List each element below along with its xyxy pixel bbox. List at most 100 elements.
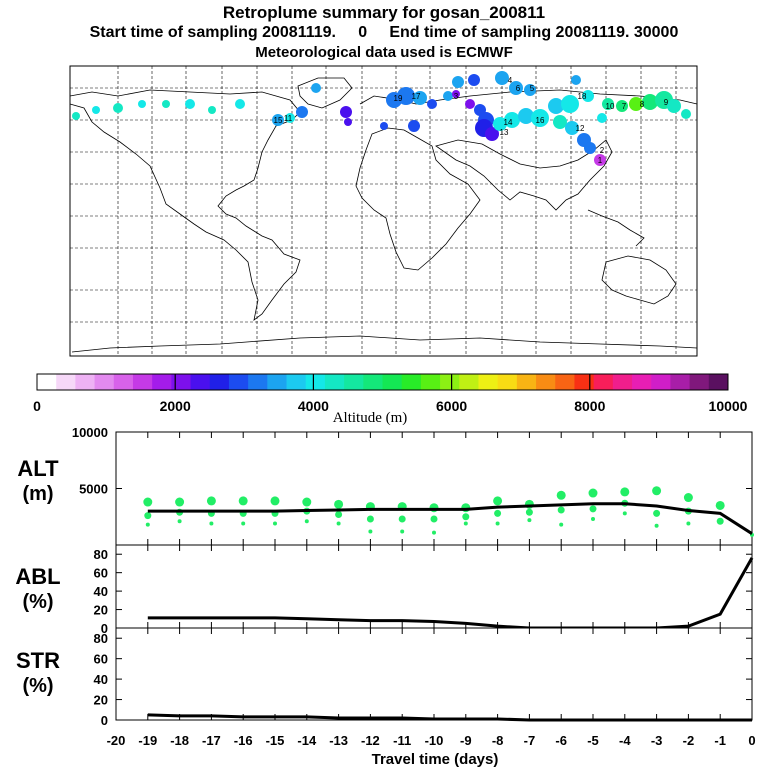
x-tick-label: -15 [266,733,285,748]
alt-scatter-point [622,511,627,516]
colorbar-cell [94,374,115,390]
alt-scatter-point [432,530,436,535]
colorbar-cell [555,374,575,390]
alt-scatter-point [716,517,724,525]
panel-frame [115,431,753,546]
map-plume-point [565,121,579,135]
alt-scatter-point [715,500,725,510]
alt-scatter-point [368,529,373,534]
panel-str: 0 20 40 60 80 STR(%) [16,627,753,728]
map-plume-point [531,109,549,127]
map-plume-point [72,112,80,120]
map-point-label: 7 [622,102,627,111]
y-tick-label: 40 [94,672,108,687]
map-point-label: 5 [530,84,535,93]
map-point-label: 11 [284,114,293,123]
colorbar-cell [56,374,76,390]
map-plume-point [285,113,295,123]
map-plume-point [582,90,594,102]
alt-scatter-point [652,486,662,496]
colorbar-cell [420,374,441,390]
map-plume-point [681,109,691,119]
map-plume-point [509,81,523,95]
map-plume-point [495,71,509,85]
map-plume-point [561,95,579,113]
map-plume-point [597,113,607,123]
alt-scatter-point [400,529,405,534]
map-point-label: 14 [504,118,513,127]
x-axis-title: Travel time (days) [372,751,499,768]
alt-scatter-point [145,522,150,527]
map-plume-point [524,84,536,96]
alt-scatter-point [462,513,470,521]
alt-scatter-point [241,521,246,526]
alt-scatter-point [557,506,565,514]
colorbar-cell [248,374,268,390]
map-point-label: 16 [536,116,545,125]
alt-scatter-point [175,497,185,507]
x-tick-label: -2 [683,733,695,748]
map-plume-point [452,76,464,88]
map-plume-point [465,99,475,109]
y-tick-label: 0 [101,713,108,728]
map-plume-point [518,108,534,124]
alt-scatter-point [588,488,598,498]
x-tick-label: -7 [524,733,536,748]
alt-scatter-point [209,521,214,526]
map-plume-point [235,99,245,109]
y-tick-label: 20 [94,603,108,618]
colorbar-cell [401,374,422,390]
colorbar-cell [574,374,595,390]
map-point-label: 19 [394,94,403,103]
colorbar-label: Altitude (m) [333,410,408,426]
x-tick-label: -16 [234,733,253,748]
map-plume-point [485,127,499,141]
x-tick-label: -4 [619,733,631,748]
met-data-line: Meteorological data used is ECMWF [255,44,513,61]
colorbar-cell [37,374,57,390]
colorbar-cell [497,374,518,390]
alt-scatter-point [654,523,659,528]
alt-scatter-point [336,521,341,526]
colorbar-cell [209,374,230,390]
sampling-time-line: Start time of sampling 20081119. 0 End t… [89,24,679,41]
x-tick-label: -13 [329,733,348,748]
alt-scatter-point [591,517,595,522]
alt-scatter-point [366,515,374,523]
colorbar-cell [363,374,383,390]
y-tick-label: 60 [94,566,108,581]
colorbar-tick-label: 8000 [574,398,605,414]
colorbar-tick-label: 0 [33,398,41,414]
panel-ylabel: STR [16,648,60,673]
map-plume-point [296,106,308,118]
map-point-label: 13 [500,128,509,137]
time-series-panels: 500010000ALT(m)020406080ABL(%)020406080S… [15,425,755,748]
colorbar-cell [267,374,288,390]
map-plume-point [642,94,658,110]
colorbar-cell [113,374,134,390]
colorbar-cell [344,374,364,390]
alt-scatter-point [463,521,468,526]
alt-scatter-point [686,521,691,526]
alt-scatter-point [525,508,533,516]
map-plume-point [629,97,643,111]
map-frame [69,65,698,357]
panel-frame [115,544,753,629]
map-plume-point [504,112,520,128]
alt-scatter-point [304,519,309,524]
colorbar-tick-label: 6000 [436,398,467,414]
panel-frame [115,627,753,721]
colorbar-cell [516,374,537,390]
colorbar-cell [228,374,249,390]
alt-scatter-point [653,509,661,517]
map-point-label: 9 [664,98,669,107]
y-tick-label: 5000 [79,482,108,497]
y-tick-label: 80 [94,631,108,646]
colorbar-cell [286,374,307,390]
map-plume-point [667,99,681,113]
colorbar-cell [612,374,633,390]
map-point-label: 6 [516,84,521,93]
y-tick-label: 40 [94,584,108,599]
